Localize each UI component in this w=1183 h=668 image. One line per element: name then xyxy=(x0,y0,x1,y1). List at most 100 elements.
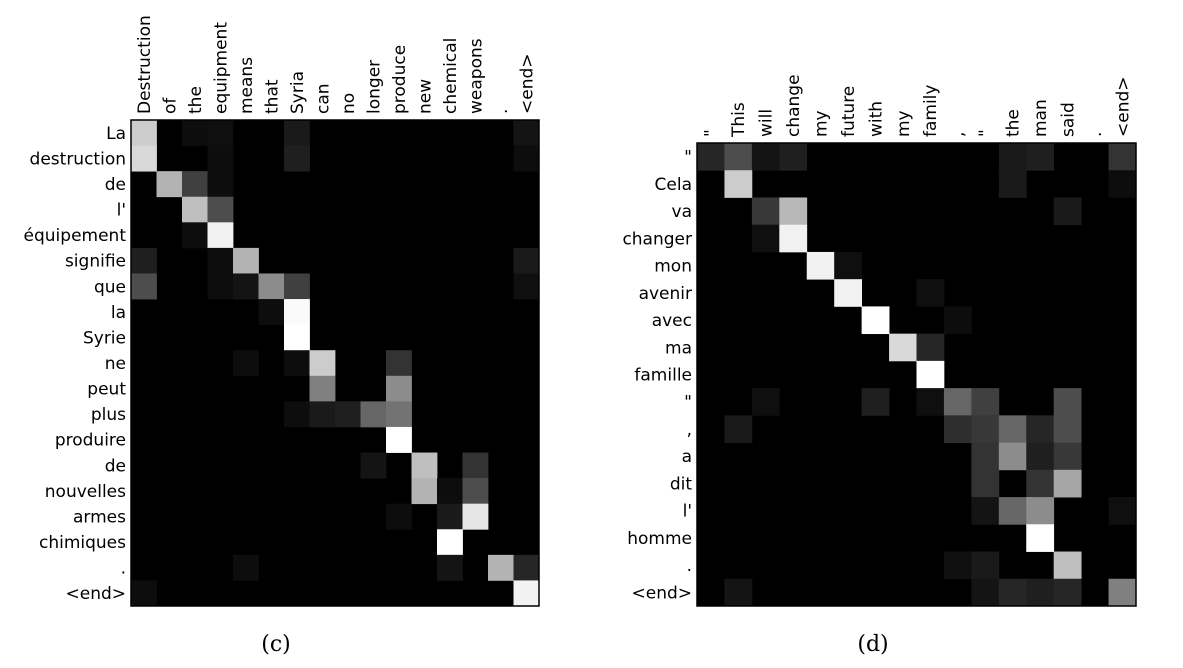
heatmap-cell-d-r15-c10 xyxy=(971,551,1000,580)
heatmap-cell-d-r2-c13 xyxy=(1053,197,1082,226)
heatmap-cell-c-r15-c13 xyxy=(462,503,489,530)
heatmap-cell-d-r10-c10 xyxy=(971,415,1000,443)
y-tick-label-c-14: nouvelles xyxy=(45,482,126,502)
y-tick-label-c-12: produire xyxy=(55,431,126,451)
heatmap-cell-d-r5-c8 xyxy=(916,279,945,307)
heatmap-cell-c-r11-c10 xyxy=(386,401,412,428)
heatmap-cell-c-r13-c11 xyxy=(411,452,438,479)
x-tick-label-d-9: , xyxy=(949,132,969,137)
heatmap-cell-d-r0-c15 xyxy=(1108,143,1137,171)
heatmap-cell-c-r6-c15 xyxy=(513,273,540,300)
y-tick-label-d-8: famille xyxy=(634,366,692,386)
heatmap-cell-d-r13-c11 xyxy=(998,497,1027,525)
x-tick-label-c-15: <end> xyxy=(517,53,537,114)
attention-heatmap-d: " This will change my future with my family, " the… xyxy=(622,74,1137,607)
heatmap-cell-c-r9-c4 xyxy=(233,350,259,377)
heatmap-cell-d-r13-c12 xyxy=(1026,497,1055,525)
heatmap-cell-c-r16-c12 xyxy=(437,529,463,556)
x-tick-label-d-7: my xyxy=(894,110,914,137)
heatmap-cell-d-r12-c10 xyxy=(971,469,1000,498)
heatmap-cell-c-r10-c7 xyxy=(309,375,336,402)
heatmap-cell-d-r10-c9 xyxy=(943,415,972,443)
heatmap-cell-c-r11-c9 xyxy=(360,401,387,428)
heatmap-cell-d-r9-c2 xyxy=(751,388,780,416)
x-tick-label-d-2: will xyxy=(757,109,777,137)
y-tick-label-c-13: de xyxy=(105,456,126,476)
x-tick-label-d-11: the xyxy=(1004,109,1024,137)
heatmap-cell-d-r1-c15 xyxy=(1108,170,1137,198)
heatmap-cell-c-r2-c2 xyxy=(182,171,208,198)
heatmap-cell-d-r0-c0 xyxy=(697,143,725,171)
heatmap-cell-d-r10-c13 xyxy=(1053,415,1082,443)
heatmap-cell-d-r0-c2 xyxy=(751,143,780,171)
heatmap-cell-c-r6-c6 xyxy=(284,273,310,300)
heatmap-cell-c-r14-c13 xyxy=(462,478,489,505)
heatmap-cell-d-r9-c8 xyxy=(916,388,945,416)
heatmap-cell-c-r13-c9 xyxy=(360,452,387,479)
heatmap-cell-c-r3-c3 xyxy=(207,196,234,223)
y-tick-label-d-2: va xyxy=(672,202,692,222)
x-tick-label-d-10: " xyxy=(976,129,996,137)
x-tick-label-c-1: of xyxy=(160,97,180,114)
heatmap-cell-c-r11-c8 xyxy=(335,401,361,428)
heatmap-cell-c-r13-c13 xyxy=(462,452,489,479)
heatmap-cell-c-r11-c6 xyxy=(284,401,310,428)
heatmap-cell-c-r2-c1 xyxy=(156,171,183,198)
y-tick-label-d-0: " xyxy=(684,148,692,168)
x-tick-label-d-4: my xyxy=(811,110,831,137)
y-tick-label-d-4: mon xyxy=(654,257,692,277)
y-tick-label-c-4: équipement xyxy=(24,226,127,246)
y-tick-label-d-3: changer xyxy=(622,229,692,249)
y-tick-label-d-15: . xyxy=(687,556,692,576)
x-tick-label-d-12: man xyxy=(1031,99,1051,137)
heatmap-cell-d-r0-c3 xyxy=(779,143,808,171)
caption-d: (d) xyxy=(857,632,888,657)
heatmap-cell-c-r1-c3 xyxy=(207,145,234,172)
heatmap-frame-c xyxy=(130,119,540,607)
heatmap-cell-c-r8-c6 xyxy=(284,324,310,351)
y-tick-label-d-6: avec xyxy=(652,311,692,331)
heatmap-cell-c-r5-c15 xyxy=(513,247,540,274)
heatmap-cell-c-r0-c2 xyxy=(182,120,208,146)
y-tick-label-c-9: ne xyxy=(105,354,126,374)
heatmap-cell-d-r10-c1 xyxy=(724,415,753,443)
y-tick-label-d-7: ma xyxy=(665,338,692,358)
y-tick-label-d-12: dit xyxy=(670,474,693,494)
heatmap-cell-d-r9-c10 xyxy=(971,388,1000,416)
y-tick-label-d-11: a xyxy=(682,447,692,467)
heatmap-cell-d-r11-c13 xyxy=(1053,442,1082,471)
heatmap-cell-c-r17-c15 xyxy=(513,554,540,581)
heatmap-cell-d-r3-c2 xyxy=(751,224,780,253)
heatmap-cell-d-r10-c11 xyxy=(998,415,1027,443)
heatmap-cell-d-r11-c12 xyxy=(1026,442,1055,471)
heatmap-cell-d-r1-c1 xyxy=(724,170,753,198)
heatmap-cell-d-r15-c9 xyxy=(943,551,972,580)
heatmap-cell-c-r7-c6 xyxy=(284,299,310,326)
heatmap-cell-d-r12-c13 xyxy=(1053,469,1082,498)
heatmap-cell-d-r11-c10 xyxy=(971,442,1000,471)
heatmap-cell-c-r6-c4 xyxy=(233,273,259,300)
y-tick-label-d-9: " xyxy=(684,393,692,413)
x-tick-label-d-3: change xyxy=(784,74,804,137)
y-tick-label-c-6: que xyxy=(94,277,126,297)
heatmap-cell-d-r16-c1 xyxy=(724,578,753,607)
y-tick-label-c-15: armes xyxy=(73,507,126,527)
heatmap-cell-c-r0-c6 xyxy=(284,120,310,146)
heatmap-cell-d-r0-c1 xyxy=(724,143,753,171)
x-tick-label-d-8: family xyxy=(921,85,941,137)
heatmap-cell-c-r5-c0 xyxy=(131,247,157,274)
heatmap-cell-d-r0-c11 xyxy=(998,143,1027,171)
x-tick-label-d-1: This xyxy=(729,102,749,138)
heatmap-cell-d-r16-c10 xyxy=(971,578,1000,607)
heatmap-cell-c-r15-c12 xyxy=(437,503,463,530)
x-tick-label-c-0: Destruction xyxy=(135,15,155,114)
y-tick-label-d-16: <end> xyxy=(631,583,692,603)
x-tick-label-c-8: no xyxy=(339,93,359,114)
x-tick-label-c-3: equipment xyxy=(211,22,231,114)
heatmap-cell-c-r6-c3 xyxy=(207,273,234,300)
heatmap-cell-d-r4-c4 xyxy=(806,251,835,280)
heatmap-cell-c-r4-c3 xyxy=(207,222,234,249)
x-tick-label-c-11: new xyxy=(415,79,435,114)
x-tick-label-d-13: said xyxy=(1058,102,1078,137)
heatmap-cell-d-r7-c8 xyxy=(916,333,945,362)
